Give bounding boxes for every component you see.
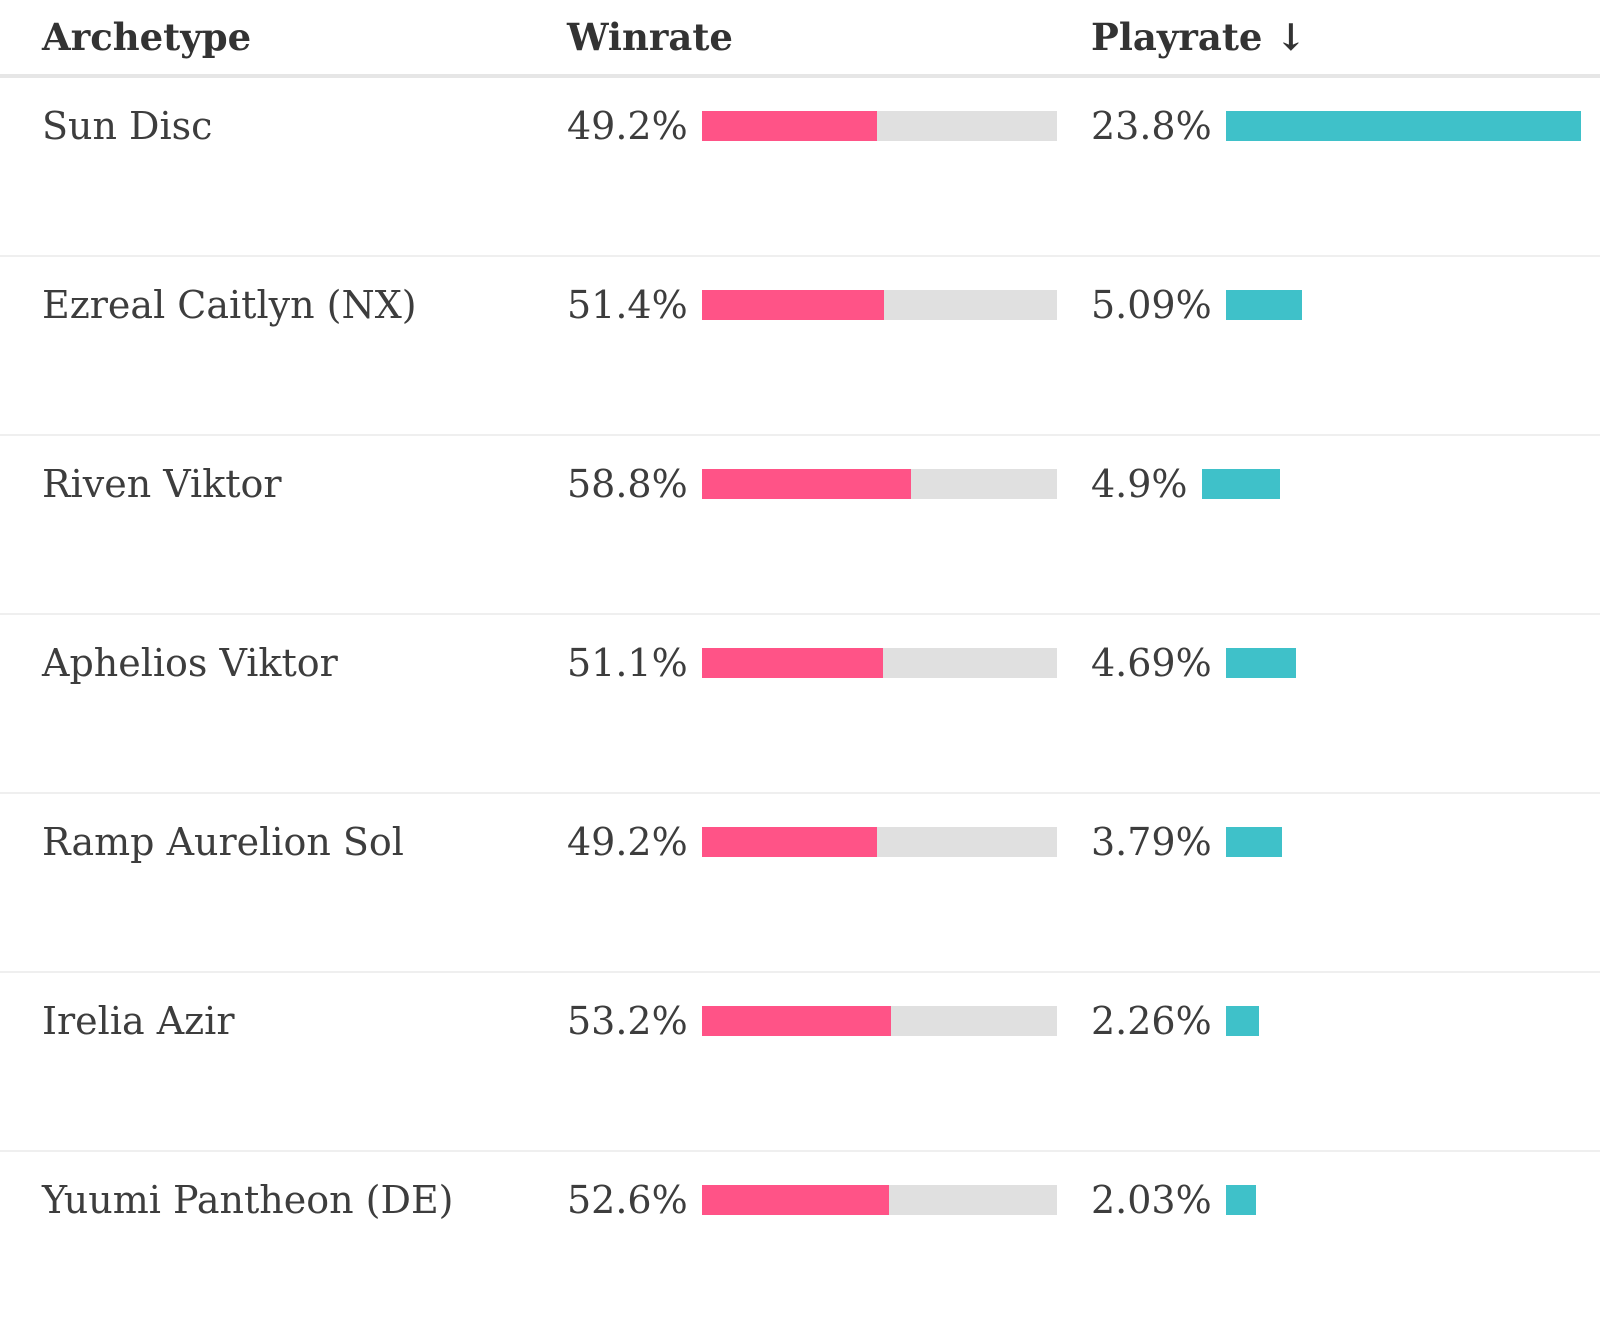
winrate-bar-track — [701, 648, 1057, 678]
playrate-value: 2.26% — [1091, 999, 1212, 1043]
winrate-value: 52.6% — [567, 1178, 688, 1222]
playrate-bar-fill — [1225, 827, 1283, 857]
playrate-value: 4.69% — [1091, 641, 1212, 685]
playrate-value: 2.03% — [1091, 1178, 1212, 1222]
winrate-bar-fill — [701, 1185, 889, 1215]
winrate-cell: 49.2% — [567, 102, 1057, 150]
playrate-bar-fill — [1225, 290, 1302, 320]
archetype-name[interactable]: Sun Disc — [42, 104, 213, 148]
winrate-value: 49.2% — [567, 820, 688, 864]
table-row[interactable]: Irelia Azir 53.2% 2.26% — [0, 973, 1600, 1152]
archetype-column-header[interactable]: Archetype — [42, 15, 252, 59]
table-row[interactable]: Ramp Aurelion Sol 49.2% 3.79% — [0, 794, 1600, 973]
archetype-name[interactable]: Riven Viktor — [42, 462, 282, 506]
playrate-bar-track — [1225, 1006, 1581, 1036]
winrate-bar-fill — [701, 111, 877, 141]
table-row[interactable]: Riven Viktor 58.8% 4.9% — [0, 436, 1600, 615]
winrate-bar-track — [701, 1185, 1057, 1215]
archetype-name[interactable]: Irelia Azir — [42, 999, 235, 1043]
table-body: Sun Disc 49.2% 23.8% Ezreal Caitlyn (NX) 51.… — [0, 78, 1600, 1331]
table-row[interactable]: Yuumi Pantheon (DE) 52.6% 2.03% — [0, 1152, 1600, 1331]
winrate-bar-track — [701, 469, 1057, 499]
playrate-bar-track — [1225, 290, 1581, 320]
playrate-cell: 4.9% — [1091, 460, 1581, 508]
playrate-bar-track — [1225, 1185, 1581, 1215]
archetype-name[interactable]: Ramp Aurelion Sol — [42, 820, 404, 864]
winrate-value: 51.1% — [567, 641, 688, 685]
table-header: Archetype Winrate Playrate ↓ — [0, 0, 1600, 78]
playrate-bar-track — [1201, 469, 1581, 499]
winrate-bar-fill — [701, 290, 885, 320]
playrate-cell: 2.03% — [1091, 1176, 1581, 1224]
winrate-bar-track — [701, 1006, 1057, 1036]
playrate-value: 4.9% — [1091, 462, 1188, 506]
playrate-cell: 2.26% — [1091, 997, 1581, 1045]
playrate-cell: 3.79% — [1091, 818, 1581, 866]
playrate-bar-track — [1225, 827, 1581, 857]
winrate-value: 53.2% — [567, 999, 688, 1043]
playrate-value: 3.79% — [1091, 820, 1212, 864]
table-row[interactable]: Ezreal Caitlyn (NX) 51.4% 5.09% — [0, 257, 1600, 436]
archetype-name[interactable]: Aphelios Viktor — [42, 641, 338, 685]
winrate-cell: 53.2% — [567, 997, 1057, 1045]
playrate-bar-fill — [1225, 111, 1581, 141]
playrate-cell: 4.69% — [1091, 639, 1581, 687]
winrate-bar-track — [701, 111, 1057, 141]
playrate-value: 5.09% — [1091, 283, 1212, 327]
playrate-cell: 5.09% — [1091, 281, 1581, 329]
playrate-column-header[interactable]: Playrate ↓ — [1091, 15, 1307, 59]
playrate-bar-track — [1225, 111, 1581, 141]
winrate-cell: 51.4% — [567, 281, 1057, 329]
playrate-cell: 23.8% — [1091, 102, 1581, 150]
winrate-bar-fill — [701, 469, 911, 499]
winrate-bar-fill — [701, 1006, 891, 1036]
winrate-bar-track — [701, 827, 1057, 857]
playrate-bar-track — [1225, 648, 1581, 678]
winrate-value: 58.8% — [567, 462, 688, 506]
winrate-value: 51.4% — [567, 283, 688, 327]
winrate-value: 49.2% — [567, 104, 688, 148]
winrate-column-header[interactable]: Winrate — [567, 15, 733, 59]
playrate-bar-fill — [1225, 1006, 1260, 1036]
playrate-bar-fill — [1201, 469, 1280, 499]
winrate-bar-fill — [701, 827, 877, 857]
winrate-bar-track — [701, 290, 1057, 320]
playrate-bar-fill — [1225, 1185, 1257, 1215]
playrate-value: 23.8% — [1091, 104, 1212, 148]
table-row[interactable]: Aphelios Viktor 51.1% 4.69% — [0, 615, 1600, 794]
archetype-name[interactable]: Ezreal Caitlyn (NX) — [42, 283, 417, 327]
playrate-bar-fill — [1225, 648, 1296, 678]
winrate-cell: 58.8% — [567, 460, 1057, 508]
archetype-name[interactable]: Yuumi Pantheon (DE) — [42, 1178, 454, 1222]
winrate-cell: 52.6% — [567, 1176, 1057, 1224]
winrate-bar-fill — [701, 648, 884, 678]
winrate-cell: 51.1% — [567, 639, 1057, 687]
winrate-cell: 49.2% — [567, 818, 1057, 866]
table-row[interactable]: Sun Disc 49.2% 23.8% — [0, 78, 1600, 257]
